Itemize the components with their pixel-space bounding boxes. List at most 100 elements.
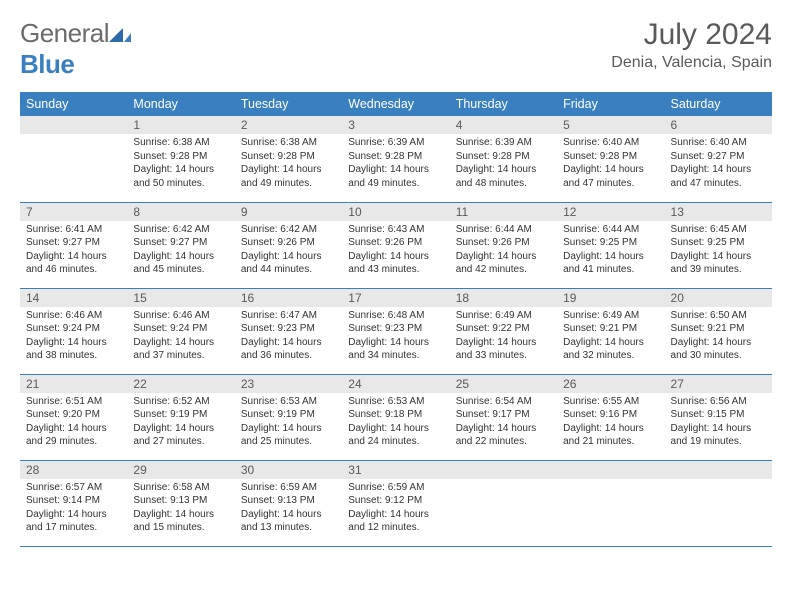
sunrise-line: Sunrise: 6:59 AM [241,482,317,493]
day-number: 26 [557,375,664,393]
day-number: 20 [665,289,772,307]
daylight-line: Daylight: 14 hours and 49 minutes. [348,164,429,189]
location-text: Denia, Valencia, Spain [611,54,772,72]
calendar-body: 1Sunrise: 6:38 AMSunset: 9:28 PMDaylight… [20,116,772,546]
weekday-header: Saturday [665,92,772,116]
daylight-line: Daylight: 14 hours and 49 minutes. [241,164,322,189]
sunset-line: Sunset: 9:28 PM [241,151,315,162]
weekday-header: Wednesday [342,92,449,116]
daylight-line: Daylight: 14 hours and 34 minutes. [348,337,429,362]
daylight-line: Daylight: 14 hours and 36 minutes. [241,337,322,362]
calendar-cell: 20Sunrise: 6:50 AMSunset: 9:21 PMDayligh… [665,288,772,374]
sunset-line: Sunset: 9:28 PM [348,151,422,162]
calendar-cell [20,116,127,202]
day-number: 18 [450,289,557,307]
calendar-row: 7Sunrise: 6:41 AMSunset: 9:27 PMDaylight… [20,202,772,288]
sunrise-line: Sunrise: 6:46 AM [133,310,209,321]
day-content: Sunrise: 6:56 AMSunset: 9:15 PMDaylight:… [665,393,772,453]
calendar-row: 1Sunrise: 6:38 AMSunset: 9:28 PMDaylight… [20,116,772,202]
daylight-line: Daylight: 14 hours and 32 minutes. [563,337,644,362]
day-content: Sunrise: 6:55 AMSunset: 9:16 PMDaylight:… [557,393,664,453]
title-block: July 2024 Denia, Valencia, Spain [611,18,772,72]
calendar-cell: 15Sunrise: 6:46 AMSunset: 9:24 PMDayligh… [127,288,234,374]
daylight-line: Daylight: 14 hours and 39 minutes. [671,251,752,276]
sunset-line: Sunset: 9:20 PM [26,409,100,420]
calendar-table: SundayMondayTuesdayWednesdayThursdayFrid… [20,92,772,547]
daylight-line: Daylight: 14 hours and 46 minutes. [26,251,107,276]
sunset-line: Sunset: 9:25 PM [671,237,745,248]
calendar-cell: 7Sunrise: 6:41 AMSunset: 9:27 PMDaylight… [20,202,127,288]
day-content: Sunrise: 6:38 AM Sunset: 9:28 PM Daylight:… [235,134,342,194]
brand-logo: GeneralBlue [20,18,131,80]
sunset-line: Sunset: 9:24 PM [26,323,100,334]
daylight-line: Daylight: 14 hours and 24 minutes. [348,423,429,448]
daylight-line: Daylight: 14 hours and 27 minutes. [133,423,214,448]
sunset-line: Sunset: 9:13 PM [133,495,207,506]
day-content: Sunrise: 6:44 AMSunset: 9:25 PMDaylight:… [557,221,664,281]
daylight-line: Daylight: 14 hours and 17 minutes. [26,509,107,534]
day-number: 12 [557,203,664,221]
calendar-cell: 31Sunrise: 6:59 AMSunset: 9:12 PMDayligh… [342,460,449,546]
calendar-row: 28Sunrise: 6:57 AMSunset: 9:14 PMDayligh… [20,460,772,546]
sunset-line: Sunset: 9:23 PM [241,323,315,334]
sunrise-line: Sunrise: 6:42 AM [241,224,317,235]
sunrise-line: Sunrise: 6:39 AM [348,137,424,148]
day-number: 16 [235,289,342,307]
calendar-cell: 28Sunrise: 6:57 AMSunset: 9:14 PMDayligh… [20,460,127,546]
day-content: Sunrise: 6:57 AMSunset: 9:14 PMDaylight:… [20,479,127,539]
sunrise-line: Sunrise: 6:45 AM [671,224,747,235]
brand-part1: General [20,18,109,48]
day-number-empty [557,461,664,479]
calendar-cell: 25Sunrise: 6:54 AMSunset: 9:17 PMDayligh… [450,374,557,460]
daylight-line: Daylight: 14 hours and 30 minutes. [671,337,752,362]
day-number: 13 [665,203,772,221]
day-number: 15 [127,289,234,307]
day-number: 3 [342,116,449,134]
sunset-line: Sunset: 9:21 PM [563,323,637,334]
sunset-line: Sunset: 9:26 PM [348,237,422,248]
sunset-line: Sunset: 9:21 PM [671,323,745,334]
day-content: Sunrise: 6:40 AMSunset: 9:27 PMDaylight:… [665,134,772,194]
calendar-cell [450,460,557,546]
weekday-header: Monday [127,92,234,116]
day-number: 28 [20,461,127,479]
daylight-line: Daylight: 14 hours and 21 minutes. [563,423,644,448]
day-content: Sunrise: 6:54 AMSunset: 9:17 PMDaylight:… [450,393,557,453]
day-content: Sunrise: 6:40 AMSunset: 9:28 PMDaylight:… [557,134,664,194]
sunset-line: Sunset: 9:25 PM [563,237,637,248]
calendar-cell: 14Sunrise: 6:46 AMSunset: 9:24 PMDayligh… [20,288,127,374]
day-content: Sunrise: 6:49 AMSunset: 9:22 PMDaylight:… [450,307,557,367]
daylight-line: Daylight: 14 hours and 45 minutes. [133,251,214,276]
daylight-line: Daylight: 14 hours and 15 minutes. [133,509,214,534]
day-content: Sunrise: 6:46 AMSunset: 9:24 PMDaylight:… [20,307,127,367]
day-content: Sunrise: 6:47 AMSunset: 9:23 PMDaylight:… [235,307,342,367]
calendar-header-row: SundayMondayTuesdayWednesdayThursdayFrid… [20,92,772,116]
sail-icon [109,28,131,42]
sunrise-line: Sunrise: 6:42 AM [133,224,209,235]
daylight-line: Daylight: 14 hours and 41 minutes. [563,251,644,276]
day-number: 17 [342,289,449,307]
day-content: Sunrise: 6:53 AMSunset: 9:19 PMDaylight:… [235,393,342,453]
day-content: Sunrise: 6:58 AMSunset: 9:13 PMDaylight:… [127,479,234,539]
daylight-line: Daylight: 14 hours and 19 minutes. [671,423,752,448]
day-number: 6 [665,116,772,134]
sunrise-line: Sunrise: 6:39 AM [456,137,532,148]
sunrise-line: Sunrise: 6:53 AM [348,396,424,407]
calendar-row: 14Sunrise: 6:46 AMSunset: 9:24 PMDayligh… [20,288,772,374]
month-title: July 2024 [611,18,772,52]
sunset-line: Sunset: 9:16 PM [563,409,637,420]
daylight-line: Daylight: 14 hours and 50 minutes. [133,164,214,189]
calendar-cell: 6Sunrise: 6:40 AMSunset: 9:27 PMDaylight… [665,116,772,202]
daylight-line: Daylight: 14 hours and 25 minutes. [241,423,322,448]
sunset-line: Sunset: 9:24 PM [133,323,207,334]
day-content: Sunrise: 6:59 AMSunset: 9:12 PMDaylight:… [342,479,449,539]
brand-part2: Blue [20,49,74,79]
sunrise-line: Sunrise: 6:38 AM [241,137,317,148]
day-number: 27 [665,375,772,393]
sunset-line: Sunset: 9:28 PM [133,151,207,162]
day-number: 7 [20,203,127,221]
calendar-cell: 11Sunrise: 6:44 AMSunset: 9:26 PMDayligh… [450,202,557,288]
calendar-cell: 29Sunrise: 6:58 AMSunset: 9:13 PMDayligh… [127,460,234,546]
calendar-cell: 3 Sunrise: 6:39 AM Sunset: 9:28 PM Daylight… [342,116,449,202]
calendar-cell: 22Sunrise: 6:52 AMSunset: 9:19 PMDayligh… [127,374,234,460]
